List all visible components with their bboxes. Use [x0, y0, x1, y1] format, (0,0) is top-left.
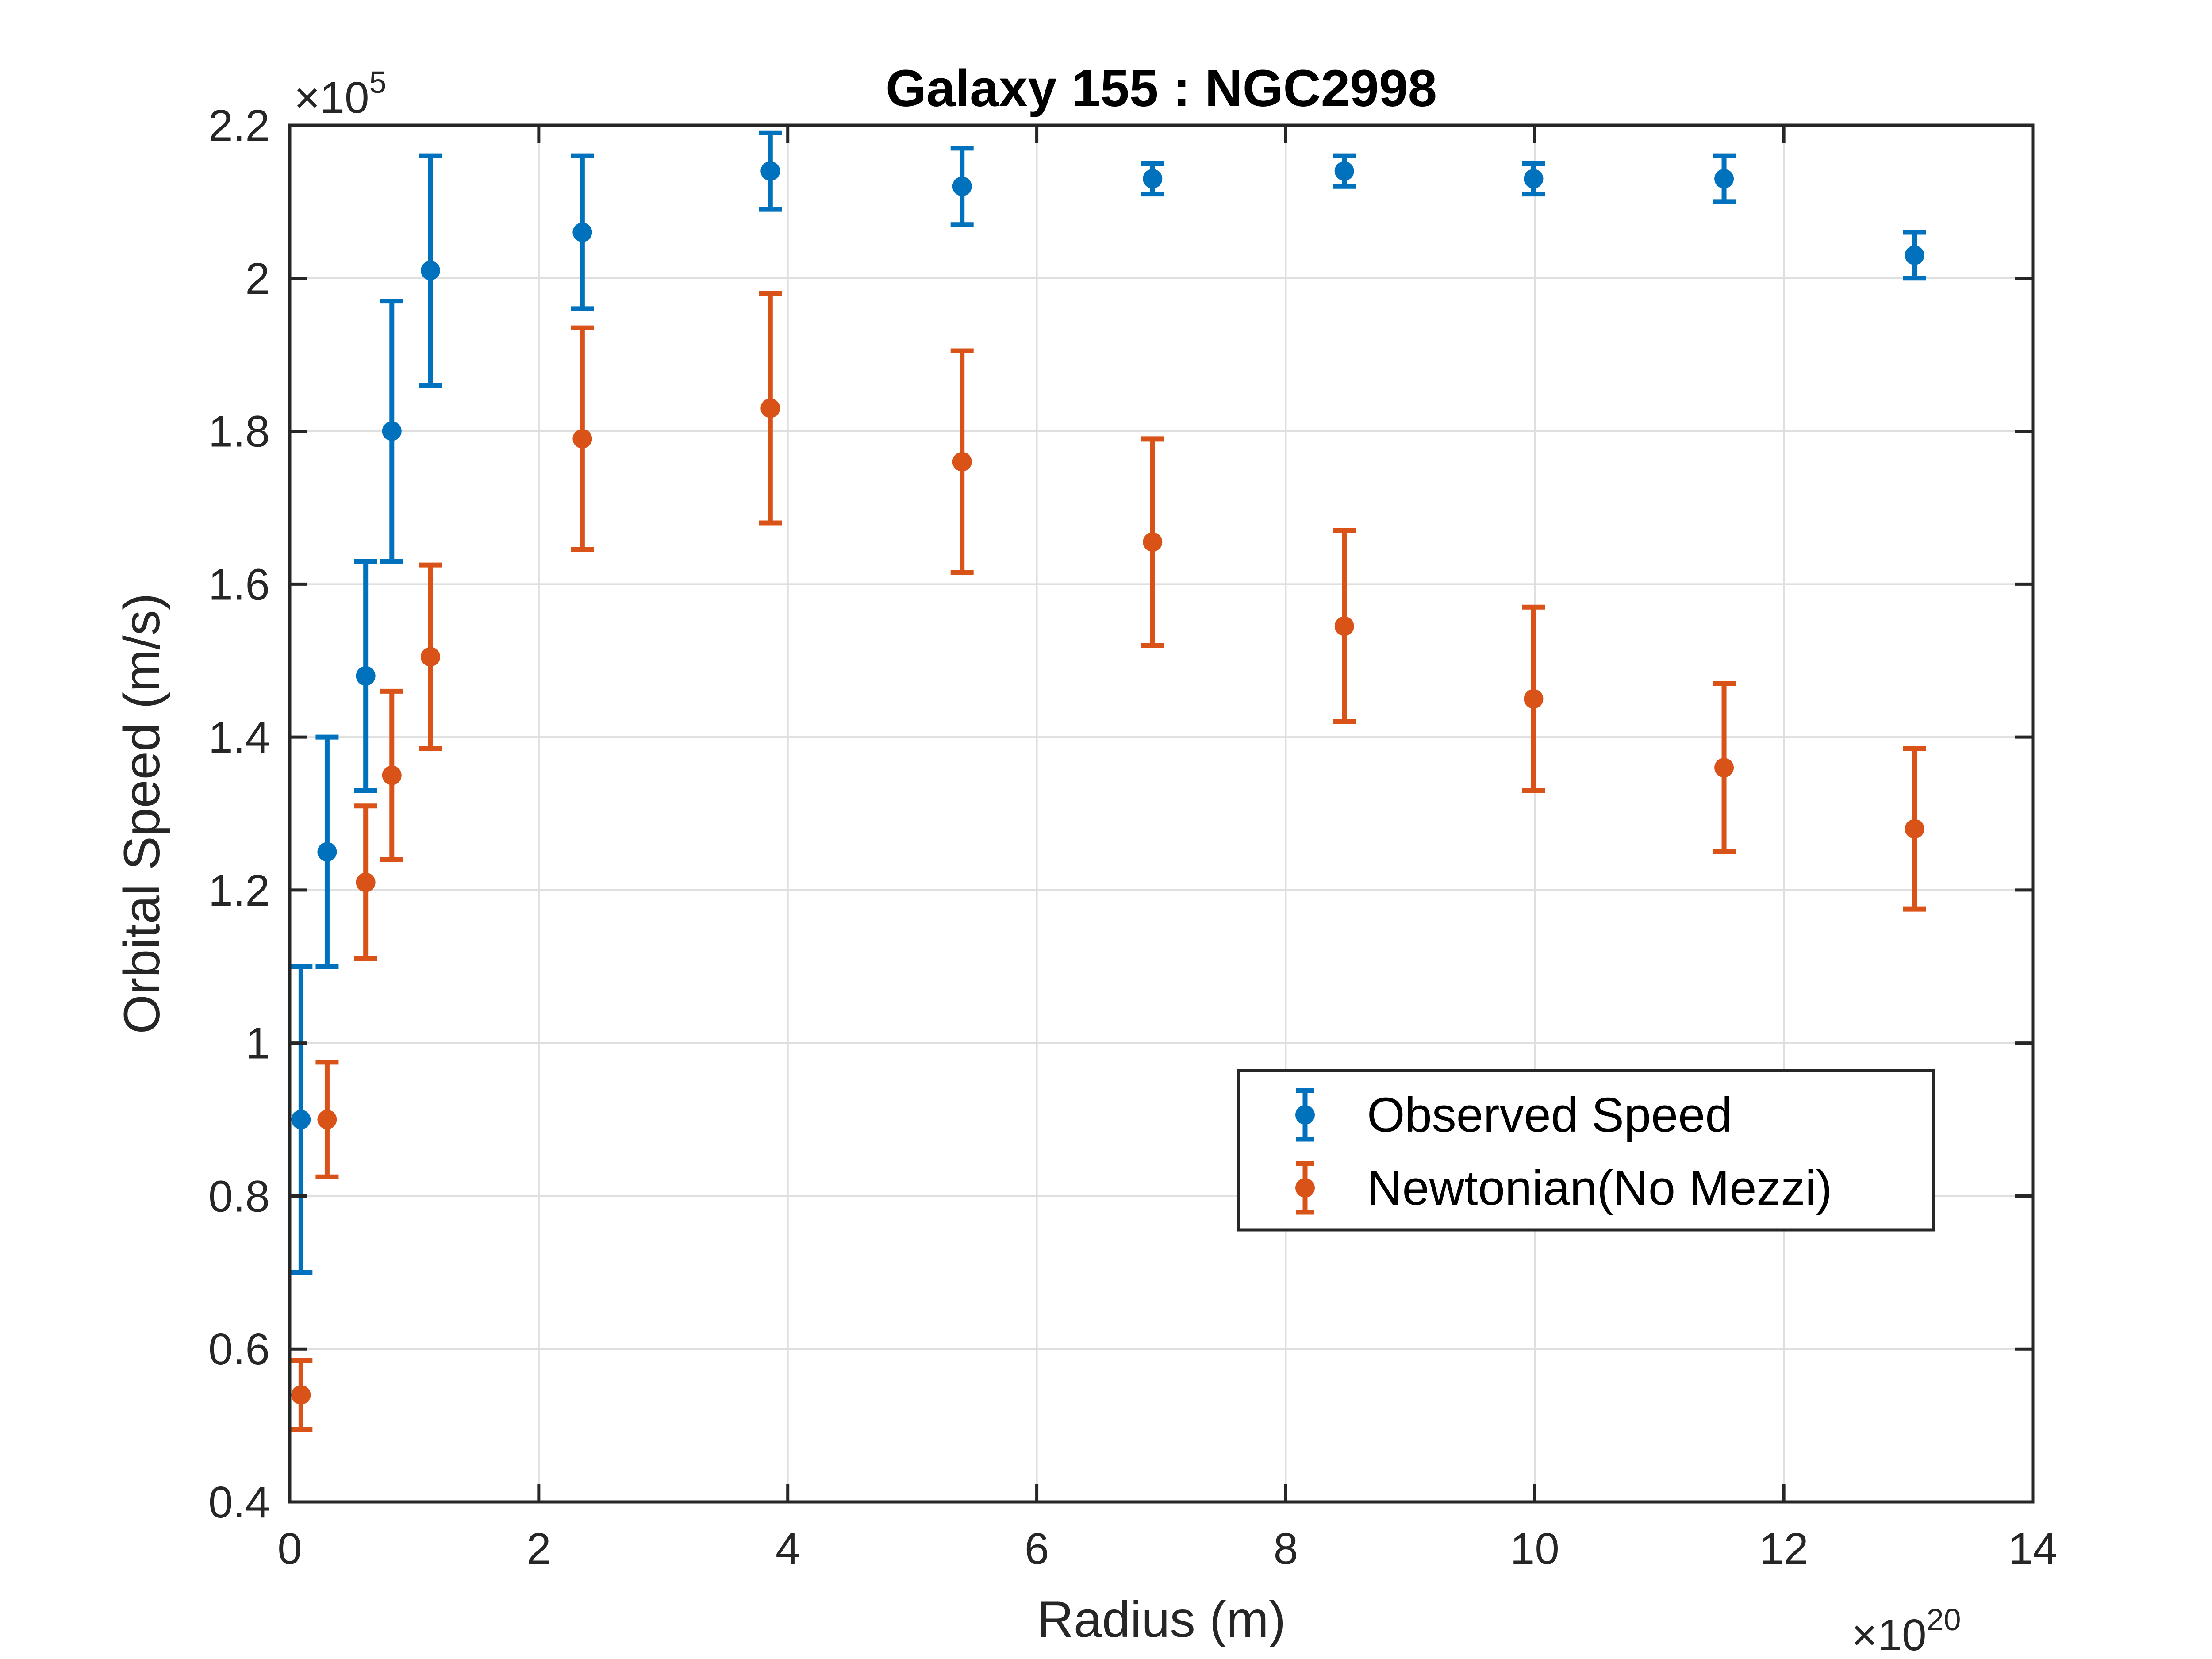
data-point [1524, 169, 1544, 189]
data-point [421, 261, 441, 280]
x-tick-label: 8 [1274, 1524, 1298, 1574]
legend-marker [1295, 1105, 1315, 1125]
legend-box [1237, 1069, 1935, 1232]
x-multiplier-power: 20 [1927, 1602, 1961, 1637]
data-point [382, 765, 402, 785]
data-point [1714, 169, 1734, 189]
tick-labels: 0 2 4 6 8 10 12 14 0.4 0.6 0.8 1 1.2 1.4 1.6 1.8 2 2.2 [208, 101, 2058, 1574]
data-point [1714, 758, 1734, 778]
legend-marker [1295, 1178, 1315, 1198]
data-point [572, 429, 592, 449]
x-axis-label: Radius (m) [1037, 1591, 1286, 1648]
x-tick-label: 10 [1510, 1524, 1559, 1574]
data-point [1334, 161, 1354, 181]
data-point [760, 398, 780, 418]
y-tick-label: 1.2 [208, 866, 270, 915]
x-tick-label: 2 [526, 1524, 551, 1574]
legend-label: Newtonian(No Mezzi) [1367, 1161, 1832, 1215]
y-tick-label: 0.4 [208, 1478, 270, 1527]
data-point [1334, 616, 1354, 636]
y-axis-label: Orbital Speed (m/s) [114, 593, 170, 1034]
data-point [1905, 819, 1924, 839]
data-point [382, 421, 402, 441]
legend-label: Observed Speed [1367, 1088, 1732, 1142]
data-point [356, 666, 376, 686]
y-tick-label: 1.8 [208, 407, 270, 457]
legend-item: Observed Speed [1295, 1088, 1732, 1142]
y-tick-label: 1 [245, 1019, 270, 1068]
y-tick-label: 1.6 [208, 560, 270, 609]
y-tick-label: 1.4 [208, 713, 270, 762]
series-observed-speed [289, 130, 1926, 1275]
plot-frame [288, 123, 2035, 1504]
y-tick-label: 0.6 [208, 1325, 270, 1374]
x-axis-multiplier: ×1020 [1851, 1602, 1961, 1659]
data-point [421, 647, 441, 667]
data-point [760, 161, 780, 181]
series-newtonian [289, 291, 1926, 1432]
x-tick-label: 0 [277, 1524, 302, 1574]
data-point [1143, 169, 1163, 189]
series-layer [289, 130, 1926, 1432]
data-point [356, 872, 376, 892]
y-tick-label: 0.8 [208, 1171, 270, 1221]
legend-item: Newtonian(No Mezzi) [1295, 1161, 1832, 1215]
legend: Observed Speed Newtonian(No Mezzi) [1237, 1069, 1935, 1232]
grid [290, 125, 2033, 1502]
plot-area [290, 125, 2033, 1502]
data-point [952, 177, 972, 196]
data-point [317, 1110, 337, 1129]
chart-title: Galaxy 155 : NGC2998 [886, 59, 1437, 118]
data-point [1524, 689, 1544, 709]
y-tick-label: 2 [245, 254, 270, 303]
data-point [317, 842, 337, 862]
y-axis-multiplier: ×105 [294, 65, 387, 123]
y-tick-label: 2.2 [208, 101, 270, 150]
data-point [572, 223, 592, 242]
y-multiplier-base: ×10 [294, 73, 369, 123]
x-tick-label: 12 [1759, 1524, 1809, 1574]
data-point [1143, 532, 1163, 552]
x-tick-label: 14 [2008, 1524, 2057, 1574]
data-point [952, 452, 972, 472]
data-point [291, 1110, 311, 1129]
x-tick-label: 4 [776, 1524, 800, 1574]
data-point [1905, 245, 1924, 265]
data-point [291, 1385, 311, 1405]
x-tick-label: 6 [1025, 1524, 1049, 1574]
y-multiplier-power: 5 [369, 65, 387, 100]
x-multiplier-base: ×10 [1851, 1610, 1927, 1659]
